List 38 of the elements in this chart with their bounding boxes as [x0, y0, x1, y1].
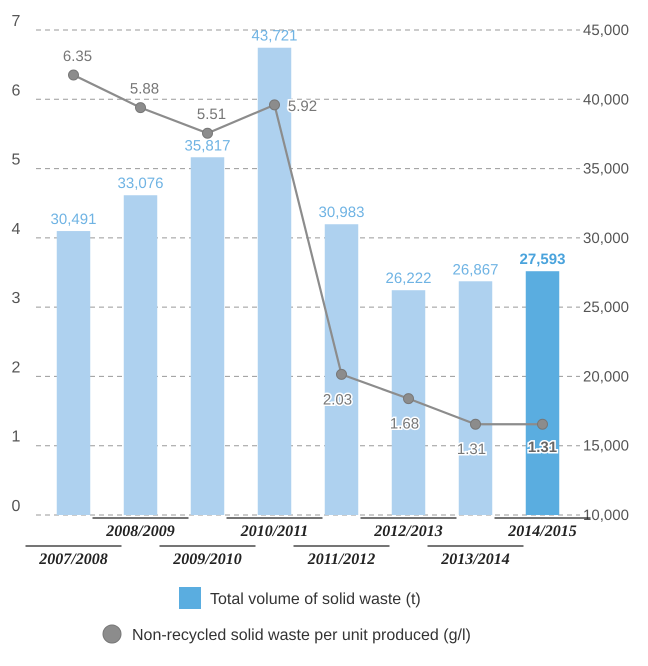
x-tick-label: 2007/2008	[38, 551, 108, 568]
y-tick-label: 4	[12, 220, 21, 238]
y-tick-label: 6	[12, 82, 21, 100]
data-label: 26,867	[452, 261, 498, 278]
y2-tick-label: 35,000	[583, 160, 629, 178]
y-tick-label: 5	[12, 152, 21, 169]
data-label: 35,817	[184, 137, 230, 154]
data-label: 5.88	[130, 80, 160, 98]
y2-tick-label: 20,000	[583, 368, 629, 386]
data-label: 30,491	[50, 211, 96, 228]
y-tick-label: 7	[12, 13, 21, 30]
legend-label: Total volume of solid waste (t)	[210, 591, 421, 608]
data-label: 30,983	[318, 204, 364, 222]
data-label: 1.31	[528, 439, 558, 456]
x-tick-label: 2010/2011	[240, 523, 308, 540]
data-label: 33,076	[118, 175, 164, 192]
y-tick-label: 0	[12, 498, 21, 515]
y2-tick-label: 25,000	[583, 299, 629, 316]
y-tick-label: 1	[12, 428, 21, 446]
legend-label: Non-recycled solid waste per unit produced (g/l)	[132, 627, 471, 644]
data-label: 5.51	[196, 106, 226, 124]
x-tick-label: 2013/2014	[440, 551, 510, 568]
y-tick-label: 2	[12, 359, 21, 376]
x-tick-label: 2014/2015	[507, 523, 577, 540]
y2-tick-label: 40,000	[583, 91, 629, 108]
x-tick-label: 2011/2012	[306, 551, 376, 568]
data-label: 27,593	[520, 251, 566, 268]
y2-tick-label: 10,000	[583, 507, 629, 524]
x-tick-label: 2009/2010	[172, 551, 242, 568]
y2-tick-label: 15,000	[583, 438, 629, 455]
y2-tick-label: 45,000	[583, 22, 629, 39]
y-tick-label: 3	[12, 290, 21, 308]
x-tick-label: 2008/2009	[105, 523, 175, 540]
data-label: 26,222	[386, 270, 432, 288]
data-label: 6.35	[62, 48, 92, 66]
x-tick-label: 2012/2013	[373, 523, 443, 540]
y2-tick-label: 30,000	[583, 230, 629, 247]
data-label: 43,721	[252, 28, 298, 45]
